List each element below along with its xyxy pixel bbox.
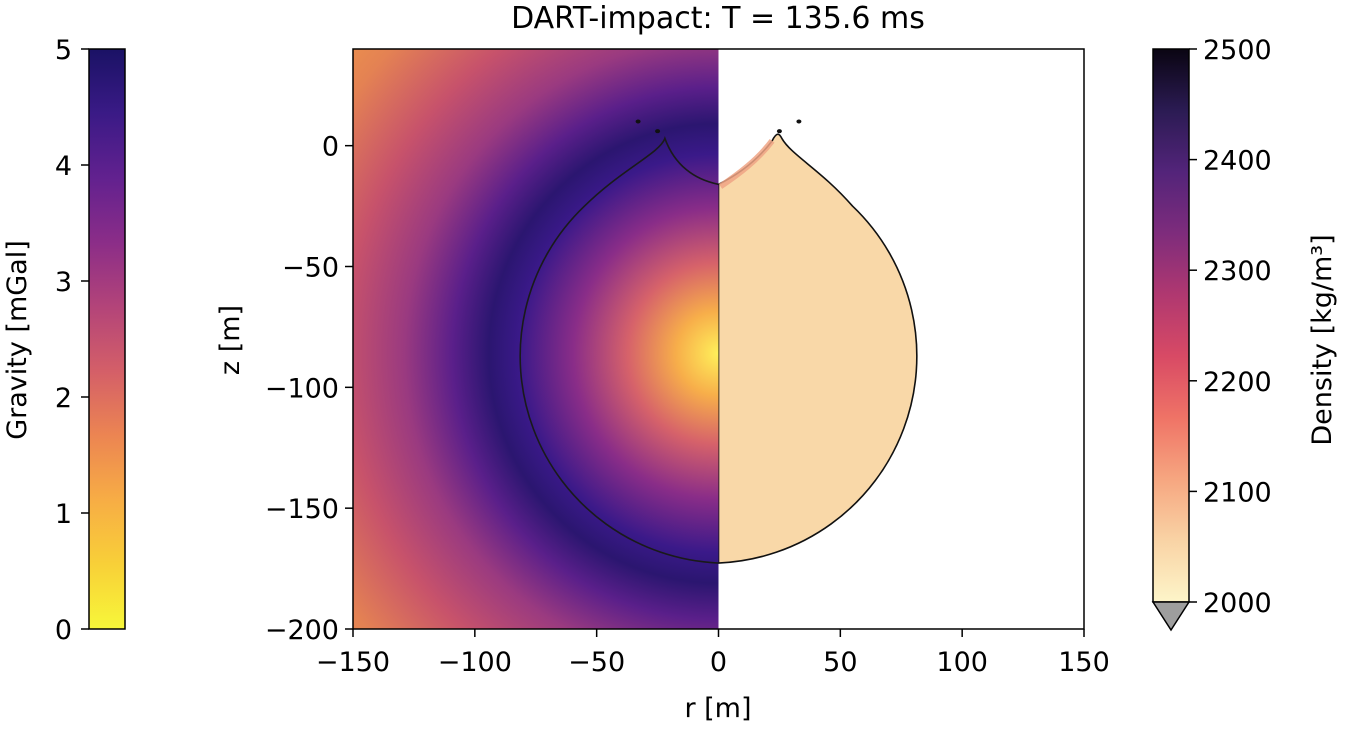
density-colorbar-under-triangle [1151,601,1191,632]
density-colorbar: 2000 2100 2200 2300 2400 2500 Density [kg/m³] [1151,35,1338,632]
density-field-panel [718,133,918,564]
ejecta-fragment-2 [796,119,802,124]
density-tick-label: 2000 [1203,588,1272,619]
x-tick-label: 50 [823,647,857,678]
x-tick-label: 150 [1058,647,1110,678]
ejecta-fragment-3 [776,129,782,134]
density-ejecta-region [718,133,918,564]
x-tick-label: 100 [936,647,988,678]
y-tick-label: −150 [265,494,339,525]
plot-area [352,48,1085,630]
x-tick-label: −50 [568,647,625,678]
density-tick-label: 2100 [1203,477,1272,508]
gravity-field [353,49,719,629]
density-tick-label: 2500 [1203,35,1272,66]
x-axis-label: r [m] [684,693,751,724]
density-colorbar-ticks: 2000 2100 2200 2300 2400 2500 [1189,35,1272,619]
y-tick-label: −50 [282,253,339,284]
ejecta-fragment-1 [655,129,661,134]
density-colorbar-fill [1152,48,1190,603]
density-tick-label: 2400 [1203,146,1272,177]
y-tick-label: −100 [265,373,339,404]
ejecta-fragment-0 [635,119,641,124]
density-tick-label: 2300 [1203,256,1272,287]
x-tick-label: −150 [316,647,390,678]
gravity-colorbar: 0 1 2 3 4 5 Gravity [mGal] [2,35,126,646]
gravity-colorbar-label: Gravity [mGal] [2,240,33,440]
gravity-tick-label: 0 [55,615,72,646]
gravity-tick-label: 2 [55,383,72,414]
gravity-tick-label: 1 [55,499,72,530]
chart-title: DART-impact: T = 135.6 ms [511,1,925,36]
y-tick-label: −200 [265,615,339,646]
y-axis-label: z [m] [215,305,246,375]
y-axis: 0 −50 −100 −150 −200 [265,132,353,646]
density-rim-highlight [718,139,775,189]
ejecta-fragments [635,119,802,134]
gravity-colorbar-fill [88,48,126,630]
density-colorbar-label: Density [kg/m³] [1307,234,1338,445]
x-tick-label: −100 [438,647,512,678]
gravity-tick-label: 3 [55,267,72,298]
density-tick-label: 2200 [1203,367,1272,398]
x-tick-label: 0 [710,647,727,678]
gravity-field-panel [353,49,719,629]
gravity-crater-outline [519,136,719,564]
x-axis: −150 −100 −50 0 50 100 150 [316,629,1110,678]
y-tick-label: 0 [322,132,339,163]
gravity-colorbar-ticks: 0 1 2 3 4 5 [55,35,89,646]
gravity-tick-label: 4 [55,151,72,182]
gravity-tick-label: 5 [55,35,72,66]
